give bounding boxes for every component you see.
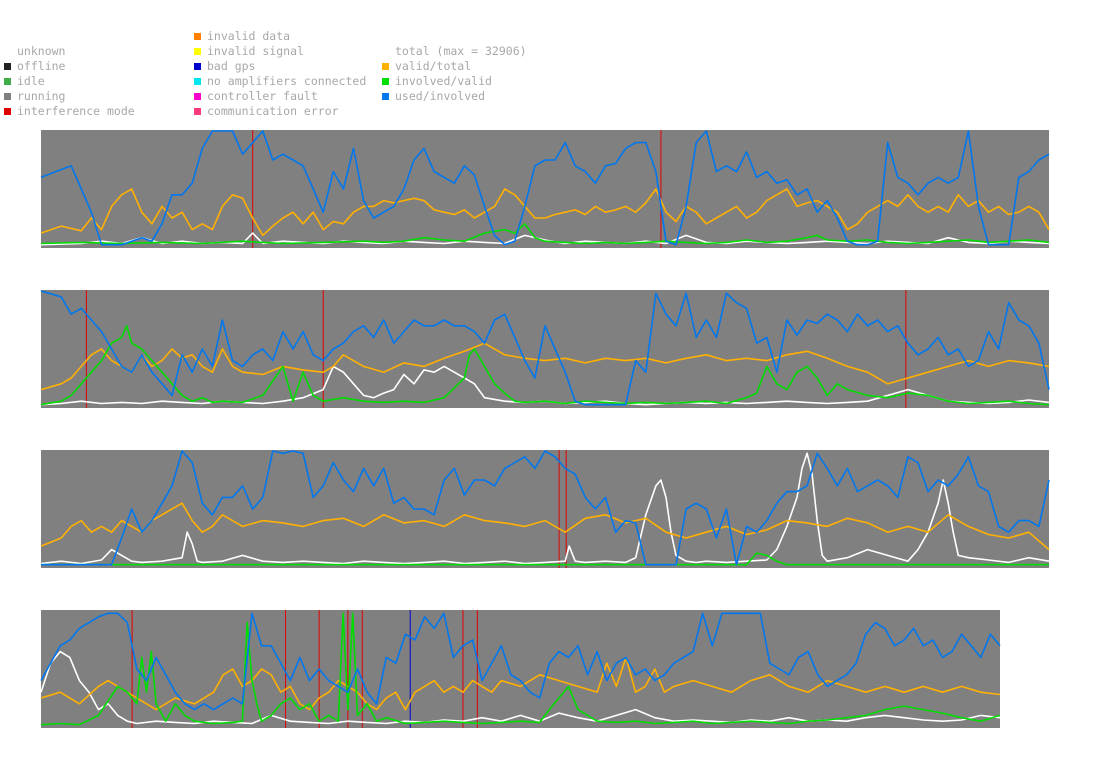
legend-item-total: total (max = 32906) bbox=[382, 44, 527, 58]
series-line-used-involved bbox=[40, 130, 1050, 246]
legend-label: idle bbox=[17, 74, 45, 88]
legend-swatch bbox=[194, 77, 201, 85]
chart-background bbox=[41, 610, 1000, 728]
series-line-valid-total bbox=[40, 342, 1050, 391]
chart-background bbox=[41, 290, 1049, 408]
legend-item-unknown: unknown bbox=[4, 44, 65, 58]
legend-swatch bbox=[4, 62, 11, 70]
legend-item-controller-fault: controller fault bbox=[194, 89, 318, 103]
legend-swatch bbox=[194, 92, 201, 100]
series-line-involved-valid bbox=[41, 552, 1049, 566]
legend-label: involved/valid bbox=[395, 74, 492, 88]
legend-swatch bbox=[194, 47, 201, 55]
legend-swatch bbox=[4, 77, 11, 85]
legend-label: no amplifiers connected bbox=[207, 74, 367, 88]
legend-label: used/involved bbox=[395, 89, 486, 103]
legend-swatch bbox=[4, 107, 11, 115]
series-line-used-involved bbox=[41, 450, 1050, 566]
chart-panel-3 bbox=[40, 450, 1050, 568]
legend-swatch bbox=[194, 107, 201, 115]
legend-label: communication error bbox=[207, 104, 339, 118]
series-line-involved-valid bbox=[40, 223, 1050, 245]
legend-item-running: running bbox=[4, 89, 65, 103]
chart-background bbox=[41, 450, 1049, 568]
legend-item-involved-valid: involved/valid bbox=[382, 74, 492, 88]
legend-item-bad-gps: bad gps bbox=[194, 59, 255, 73]
legend-swatch bbox=[4, 92, 11, 100]
legend-item-idle: idle bbox=[4, 74, 45, 88]
legend-label: offline bbox=[17, 59, 66, 73]
legend-swatch bbox=[382, 77, 389, 85]
legend-swatch bbox=[382, 62, 389, 70]
series-line-used-involved bbox=[40, 612, 1001, 711]
chart-panel-1 bbox=[40, 130, 1050, 248]
legend-label: invalid data bbox=[207, 29, 291, 43]
legend-swatch bbox=[194, 62, 201, 70]
legend-swatch bbox=[382, 92, 389, 100]
legend-label: total (max = 32906) bbox=[395, 44, 527, 58]
series-line-total bbox=[40, 452, 1050, 565]
legend-item-offline: offline bbox=[4, 59, 65, 73]
legend-item-valid-total: valid/total bbox=[382, 59, 471, 73]
legend-item-interference-mode: interference mode bbox=[4, 104, 135, 118]
legend-label: interference mode bbox=[17, 104, 135, 118]
legend-item-used-involved: used/involved bbox=[382, 89, 485, 103]
series-line-valid-total bbox=[40, 188, 1050, 237]
chart-panel-2 bbox=[40, 290, 1050, 408]
legend-item-no-amplifiers-connected: no amplifiers connected bbox=[194, 74, 366, 88]
legend-label: unknown bbox=[17, 44, 66, 58]
series-line-used-involved bbox=[40, 290, 1050, 406]
series-line-valid-total bbox=[40, 656, 1001, 711]
legend-item-communication-error: communication error bbox=[194, 104, 339, 118]
legend-label: controller fault bbox=[207, 89, 318, 103]
legend-label: invalid signal bbox=[207, 44, 304, 58]
legend-item-invalid-data: invalid data bbox=[194, 29, 290, 43]
legend-swatch bbox=[194, 32, 201, 40]
legend-label: bad gps bbox=[207, 59, 256, 73]
legend-label: running bbox=[17, 89, 66, 103]
series-line-involved-valid bbox=[40, 324, 1050, 406]
chart-panel-4 bbox=[40, 610, 1001, 728]
legend-item-invalid-signal: invalid signal bbox=[194, 44, 304, 58]
legend-label: valid/total bbox=[395, 59, 472, 73]
series-line-involved-valid bbox=[40, 612, 1001, 726]
